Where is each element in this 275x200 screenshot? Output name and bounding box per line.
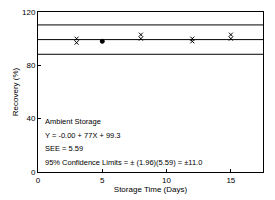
svg-text:SEE = 5.59: SEE = 5.59 (45, 144, 83, 153)
svg-text:40: 40 (26, 114, 35, 123)
svg-text:0: 0 (31, 168, 36, 177)
svg-text:120: 120 (22, 8, 36, 17)
svg-text:95% Confidence Limits = ± (1.9: 95% Confidence Limits = ± (1.96)(5.59) =… (45, 158, 202, 167)
svg-text:Ambient Storage: Ambient Storage (45, 117, 101, 126)
svg-text:Recovery (%): Recovery (%) (11, 67, 20, 116)
svg-text:5: 5 (100, 176, 105, 185)
svg-text:0: 0 (36, 176, 41, 185)
svg-text:10: 10 (162, 176, 171, 185)
svg-text:80: 80 (26, 61, 35, 70)
svg-text:Storage Time (Days): Storage Time (Days) (114, 185, 188, 194)
svg-text:Y = -0.00 + 77X + 99.3: Y = -0.00 + 77X + 99.3 (45, 131, 121, 140)
svg-text:15: 15 (226, 176, 235, 185)
